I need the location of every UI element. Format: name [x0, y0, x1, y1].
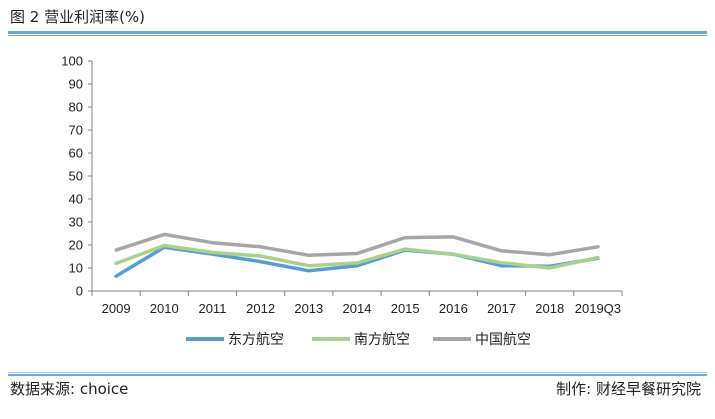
y-tick-label: 60: [69, 146, 83, 161]
x-tick-label: 2009: [102, 301, 131, 316]
y-tick-label: 50: [69, 169, 83, 184]
y-tick-label: 20: [69, 238, 83, 253]
y-tick-label: 90: [69, 77, 83, 92]
x-tick-label: 2012: [246, 301, 275, 316]
top-rule-thin: [8, 35, 707, 36]
y-tick-label: 30: [69, 215, 83, 230]
x-tick-label: 2014: [343, 301, 372, 316]
x-tick-label: 2011: [198, 301, 226, 316]
x-tick-label: 2016: [439, 301, 468, 316]
y-tick-label: 40: [69, 192, 83, 207]
y-tick-label: 80: [69, 100, 83, 115]
x-tick-label: 2017: [487, 301, 516, 316]
x-tick-label: 2019Q3: [575, 301, 621, 316]
bottom-rule: [8, 374, 707, 376]
series-line-3: [114, 232, 600, 258]
y-tick-label: 70: [69, 123, 83, 138]
y-tick-label: 10: [69, 261, 83, 276]
x-tick-label: 2010: [150, 301, 179, 316]
bottom-rule-thin: [8, 372, 707, 373]
x-tick-label: 2018: [535, 301, 564, 316]
top-rule: [8, 31, 707, 34]
credit-line: 制作: 财经早餐研究院: [556, 380, 701, 398]
x-tick-label: 2015: [391, 301, 420, 316]
series-line-2: [114, 243, 600, 270]
legend-label: 东方航空: [228, 331, 284, 347]
legend-label: 中国航空: [475, 331, 531, 347]
y-tick-label: 0: [76, 284, 83, 299]
legend-label: 南方航空: [354, 331, 410, 347]
figure-title: 图 2 营业利润率(%): [10, 8, 146, 26]
y-tick-label: 100: [61, 54, 83, 69]
x-tick-label: 2013: [294, 301, 323, 316]
data-source: 数据来源: choice: [10, 380, 129, 398]
